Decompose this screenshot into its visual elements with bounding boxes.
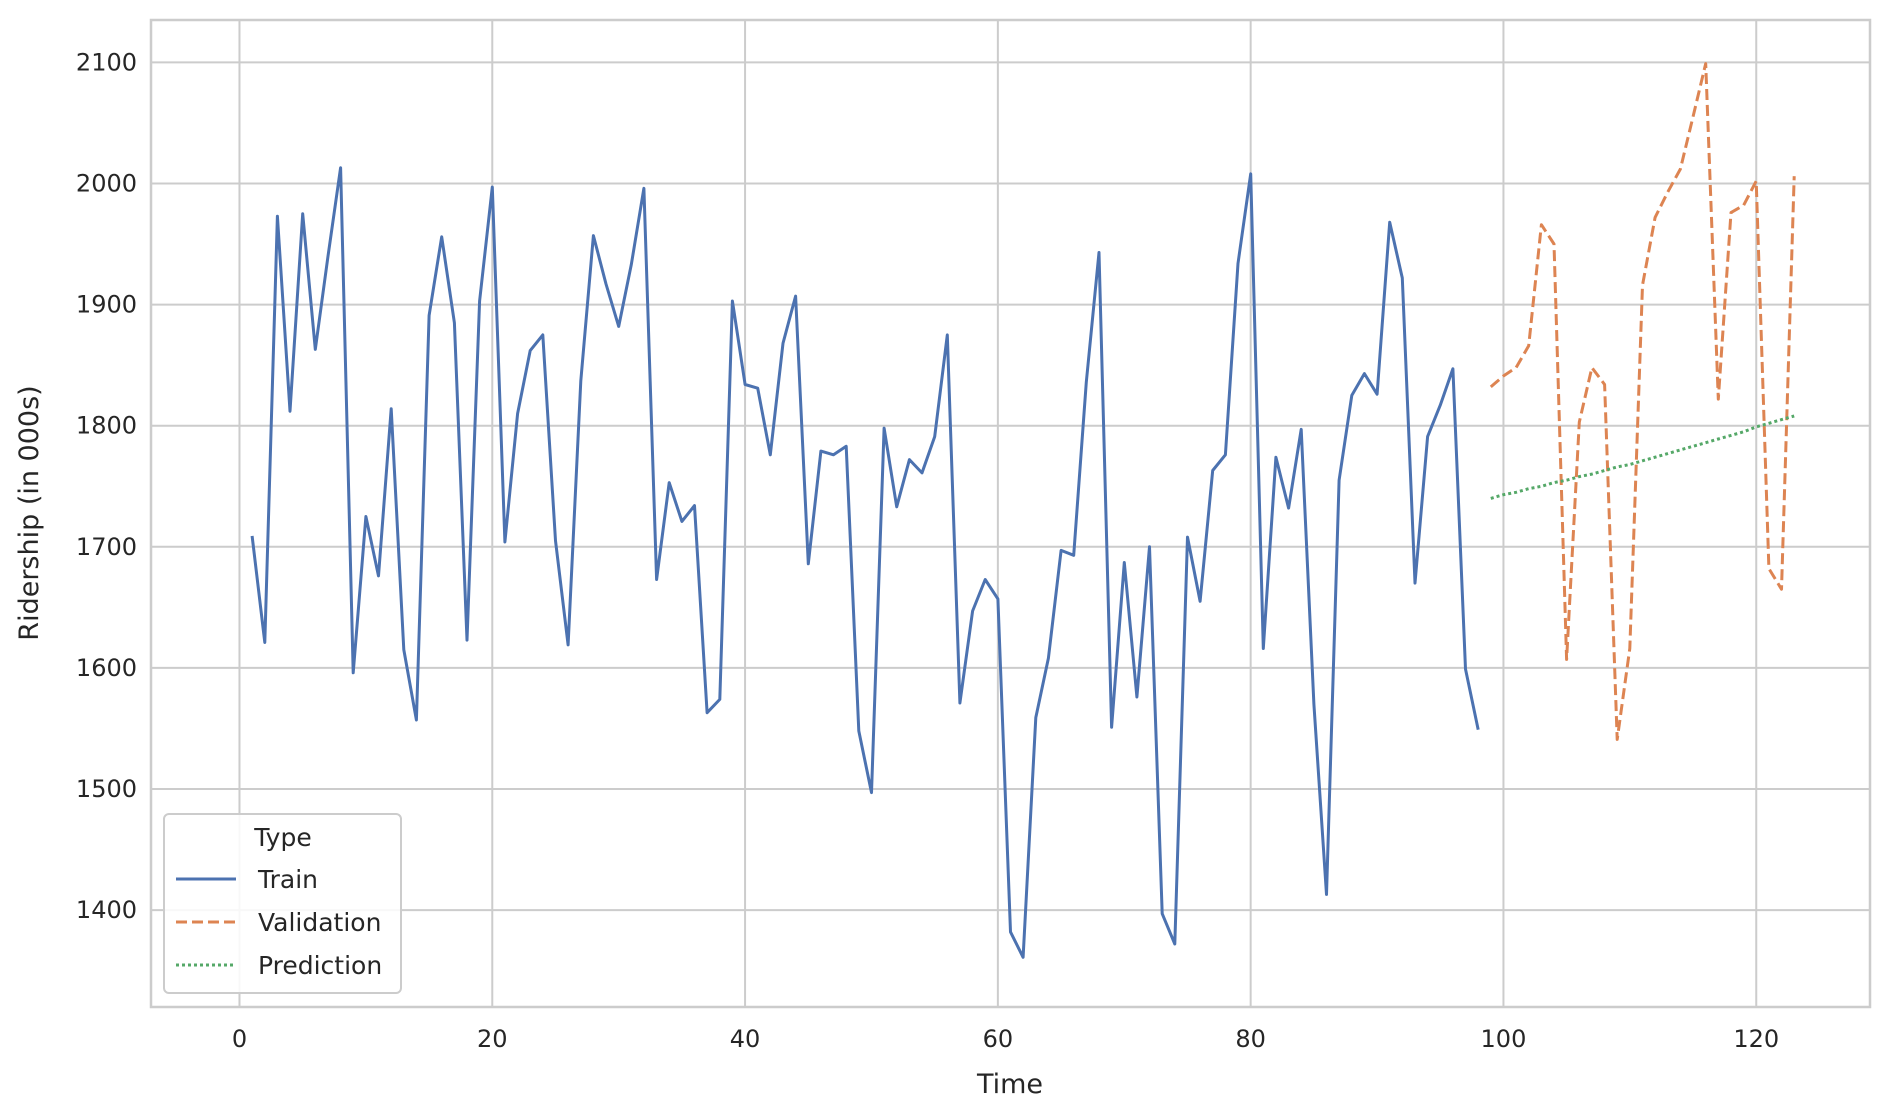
x-tick-label: 80 <box>1235 1025 1266 1053</box>
x-tick-label: 20 <box>477 1025 508 1053</box>
y-tick-label: 1800 <box>76 412 137 440</box>
x-tick-label: 100 <box>1481 1025 1527 1053</box>
y-tick-label: 1500 <box>76 775 137 803</box>
x-tick-label: 0 <box>232 1025 247 1053</box>
series-line-prediction <box>1490 414 1795 500</box>
y-tick-label: 1900 <box>76 291 137 319</box>
plot-frame <box>149 18 1872 1009</box>
legend-box <box>163 813 402 994</box>
y-axis-label: Ridership (in 000s) <box>14 385 45 640</box>
series-line-train <box>250 166 1480 959</box>
series-layer <box>250 62 1796 959</box>
y-tick-label: 2100 <box>76 48 137 76</box>
series-line-validation <box>1489 62 1796 741</box>
y-tick-label: 2000 <box>76 169 137 197</box>
y-tick-label: 1400 <box>76 896 137 924</box>
legend-label-train: Train <box>257 865 318 894</box>
y-tick-labels: 1400 1500 1600 1700 1800 1900 2000 2100 <box>76 48 137 924</box>
plot-area <box>151 20 1870 1007</box>
x-tick-labels: 0 20 40 60 80 100 120 <box>232 1025 1779 1053</box>
legend-label-validation: Validation <box>258 908 381 937</box>
x-tick-label: 40 <box>730 1025 761 1053</box>
legend: Type Train Validation Prediction <box>163 813 402 994</box>
x-tick-label: 120 <box>1733 1025 1779 1053</box>
legend-title: Type <box>253 823 311 852</box>
y-tick-label: 1700 <box>76 533 137 561</box>
x-axis-label: Time <box>976 1069 1043 1100</box>
grid <box>151 20 1870 1007</box>
x-tick-label: 60 <box>983 1025 1014 1053</box>
legend-label-prediction: Prediction <box>258 951 382 980</box>
y-tick-label: 1600 <box>76 654 137 682</box>
